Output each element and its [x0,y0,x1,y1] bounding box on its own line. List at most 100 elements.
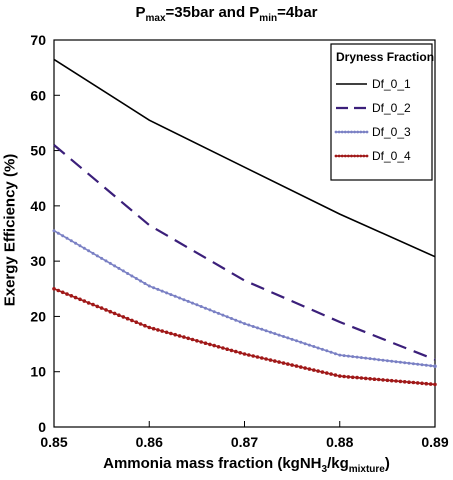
series-point [363,376,368,381]
series-point [225,347,229,352]
series-point [86,301,91,305]
y-tick-label: 50 [30,143,46,159]
y-tick-label: 40 [30,198,46,214]
series-point [256,326,259,330]
series-point [95,304,100,309]
series-point [329,372,333,376]
x-tick-label: 0.87 [231,434,258,450]
series-point [199,305,203,308]
series-point [424,381,429,386]
series-point [152,286,156,290]
legend-label-Df_0_1: Df_0_1 [372,77,411,91]
series-point [351,355,355,359]
series-point [295,339,298,343]
series-point [130,274,134,278]
series-point [160,289,164,293]
series-point [247,353,251,357]
series-point [138,322,143,326]
series-point [433,382,437,387]
series-point [294,364,299,368]
series-point [177,334,182,338]
series-point [147,325,152,330]
series-point [333,373,338,377]
series-point [416,362,420,366]
y-tick-label: 0 [38,419,46,435]
legend-box [330,43,433,181]
series-point [204,306,207,310]
x-tick-label: 0.85 [40,434,67,450]
series-point [117,266,121,270]
series-point [398,360,402,364]
x-axis-label: Ammonia mass fraction (kgNH3/kgmixture) [103,455,390,475]
series-point [243,322,246,326]
legend-marker [340,154,344,158]
series-point [264,357,268,361]
series-point [325,349,329,353]
series-point [82,299,87,303]
series-point [277,360,281,364]
legend-marker [356,130,360,134]
series-point [95,254,99,258]
legend-marker [359,130,363,134]
series-point [433,364,437,369]
series-point [415,381,420,385]
series-point [126,272,130,275]
series-point [350,375,355,380]
legend-marker [343,130,347,134]
series-point [143,323,147,328]
legend-marker [359,154,363,158]
series-point [307,367,312,371]
series-point [273,332,277,336]
legend-marker [362,154,366,158]
series-point [56,288,61,293]
series-point [398,379,403,384]
legend-marker [353,154,356,158]
series-point [376,377,381,382]
series-point [286,336,290,340]
series-point [307,343,311,347]
legend-marker [350,130,353,134]
series-point [411,362,415,366]
series-point [208,342,212,347]
series-point [359,356,363,360]
series-point [173,332,177,337]
legend-title: Dryness Fraction [336,50,434,64]
series-point [316,369,320,373]
series-point [191,301,194,305]
series-point [312,368,316,372]
series-point [100,256,104,260]
series-point [381,358,385,362]
series-point [277,333,281,337]
series-point [260,327,264,331]
series-point [78,297,82,302]
series-point [117,313,121,318]
legend-marker [334,130,338,134]
series-point [394,360,398,364]
series-point [355,355,359,359]
series-point [74,241,78,245]
series-point [229,348,234,353]
series-point [359,376,364,380]
series-point [190,337,195,342]
series-point [325,371,329,375]
series-point [290,363,294,367]
legend-marker [362,130,366,134]
y-tick-label: 10 [30,364,46,380]
legend-marker [365,130,369,134]
series-point [121,269,125,273]
series-point [299,340,303,344]
series-point [355,375,359,380]
series-point [169,293,173,297]
series-point [242,352,247,356]
series-point [87,249,91,253]
legend-marker [350,154,353,158]
series-point [78,244,82,248]
legend-marker [347,130,350,134]
series-point [260,356,264,360]
series-line-Df_0_3 [53,230,436,367]
legend-marker [343,154,347,158]
legend-marker [365,154,369,158]
legend-marker [353,130,356,134]
series-line-Df_0_1 [53,58,436,258]
